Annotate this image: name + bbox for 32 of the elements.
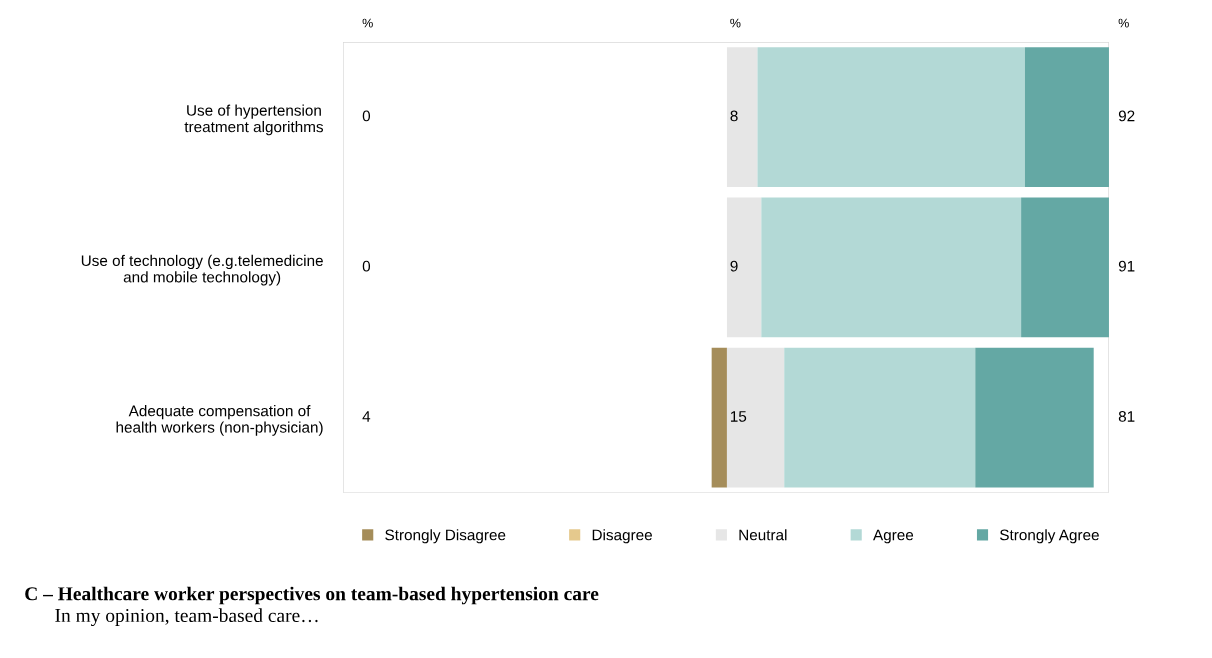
bar: [1024, 47, 1109, 188]
text: %: [362, 18, 373, 28]
bar: [726, 347, 785, 488]
legend-label: Agree: [873, 529, 914, 544]
bar: [757, 47, 1025, 188]
y-tick-label: Use of hypertension treatment algorithms: [184, 104, 324, 136]
bar: [1021, 197, 1109, 338]
text: 4: [362, 411, 371, 422]
text: 0: [362, 260, 371, 272]
text: %: [1118, 18, 1129, 28]
legend-label: Strongly Agree: [1000, 529, 1099, 544]
annotation: 9: [730, 260, 738, 272]
text: %: [730, 18, 741, 28]
bar: [975, 347, 1094, 488]
text: 0: [362, 110, 371, 122]
bar: [726, 197, 762, 338]
bar: [726, 47, 758, 188]
text: 91: [1118, 260, 1135, 272]
text: 81: [1118, 411, 1135, 422]
annotation: 8: [730, 110, 738, 122]
legend-label: Neutral: [739, 529, 787, 541]
bar: [761, 197, 1022, 338]
annotation: 15: [730, 411, 747, 422]
y-tick-label: Use of technology (e.g.telemedicine and mobile technology): [81, 254, 323, 286]
bar: [784, 347, 976, 488]
text: In my opinion, team-based care…: [55, 608, 318, 627]
y-tick-label: Adequate compensation of health workers (non-physician): [116, 405, 323, 436]
bar: [711, 347, 727, 488]
legend-label: Disagree: [592, 529, 652, 544]
legend-label: Strongly Disagree: [385, 529, 506, 544]
text: 92: [1118, 110, 1135, 122]
text: C – Healthcare worker perspectives on team-based hypertension care: [25, 586, 599, 605]
